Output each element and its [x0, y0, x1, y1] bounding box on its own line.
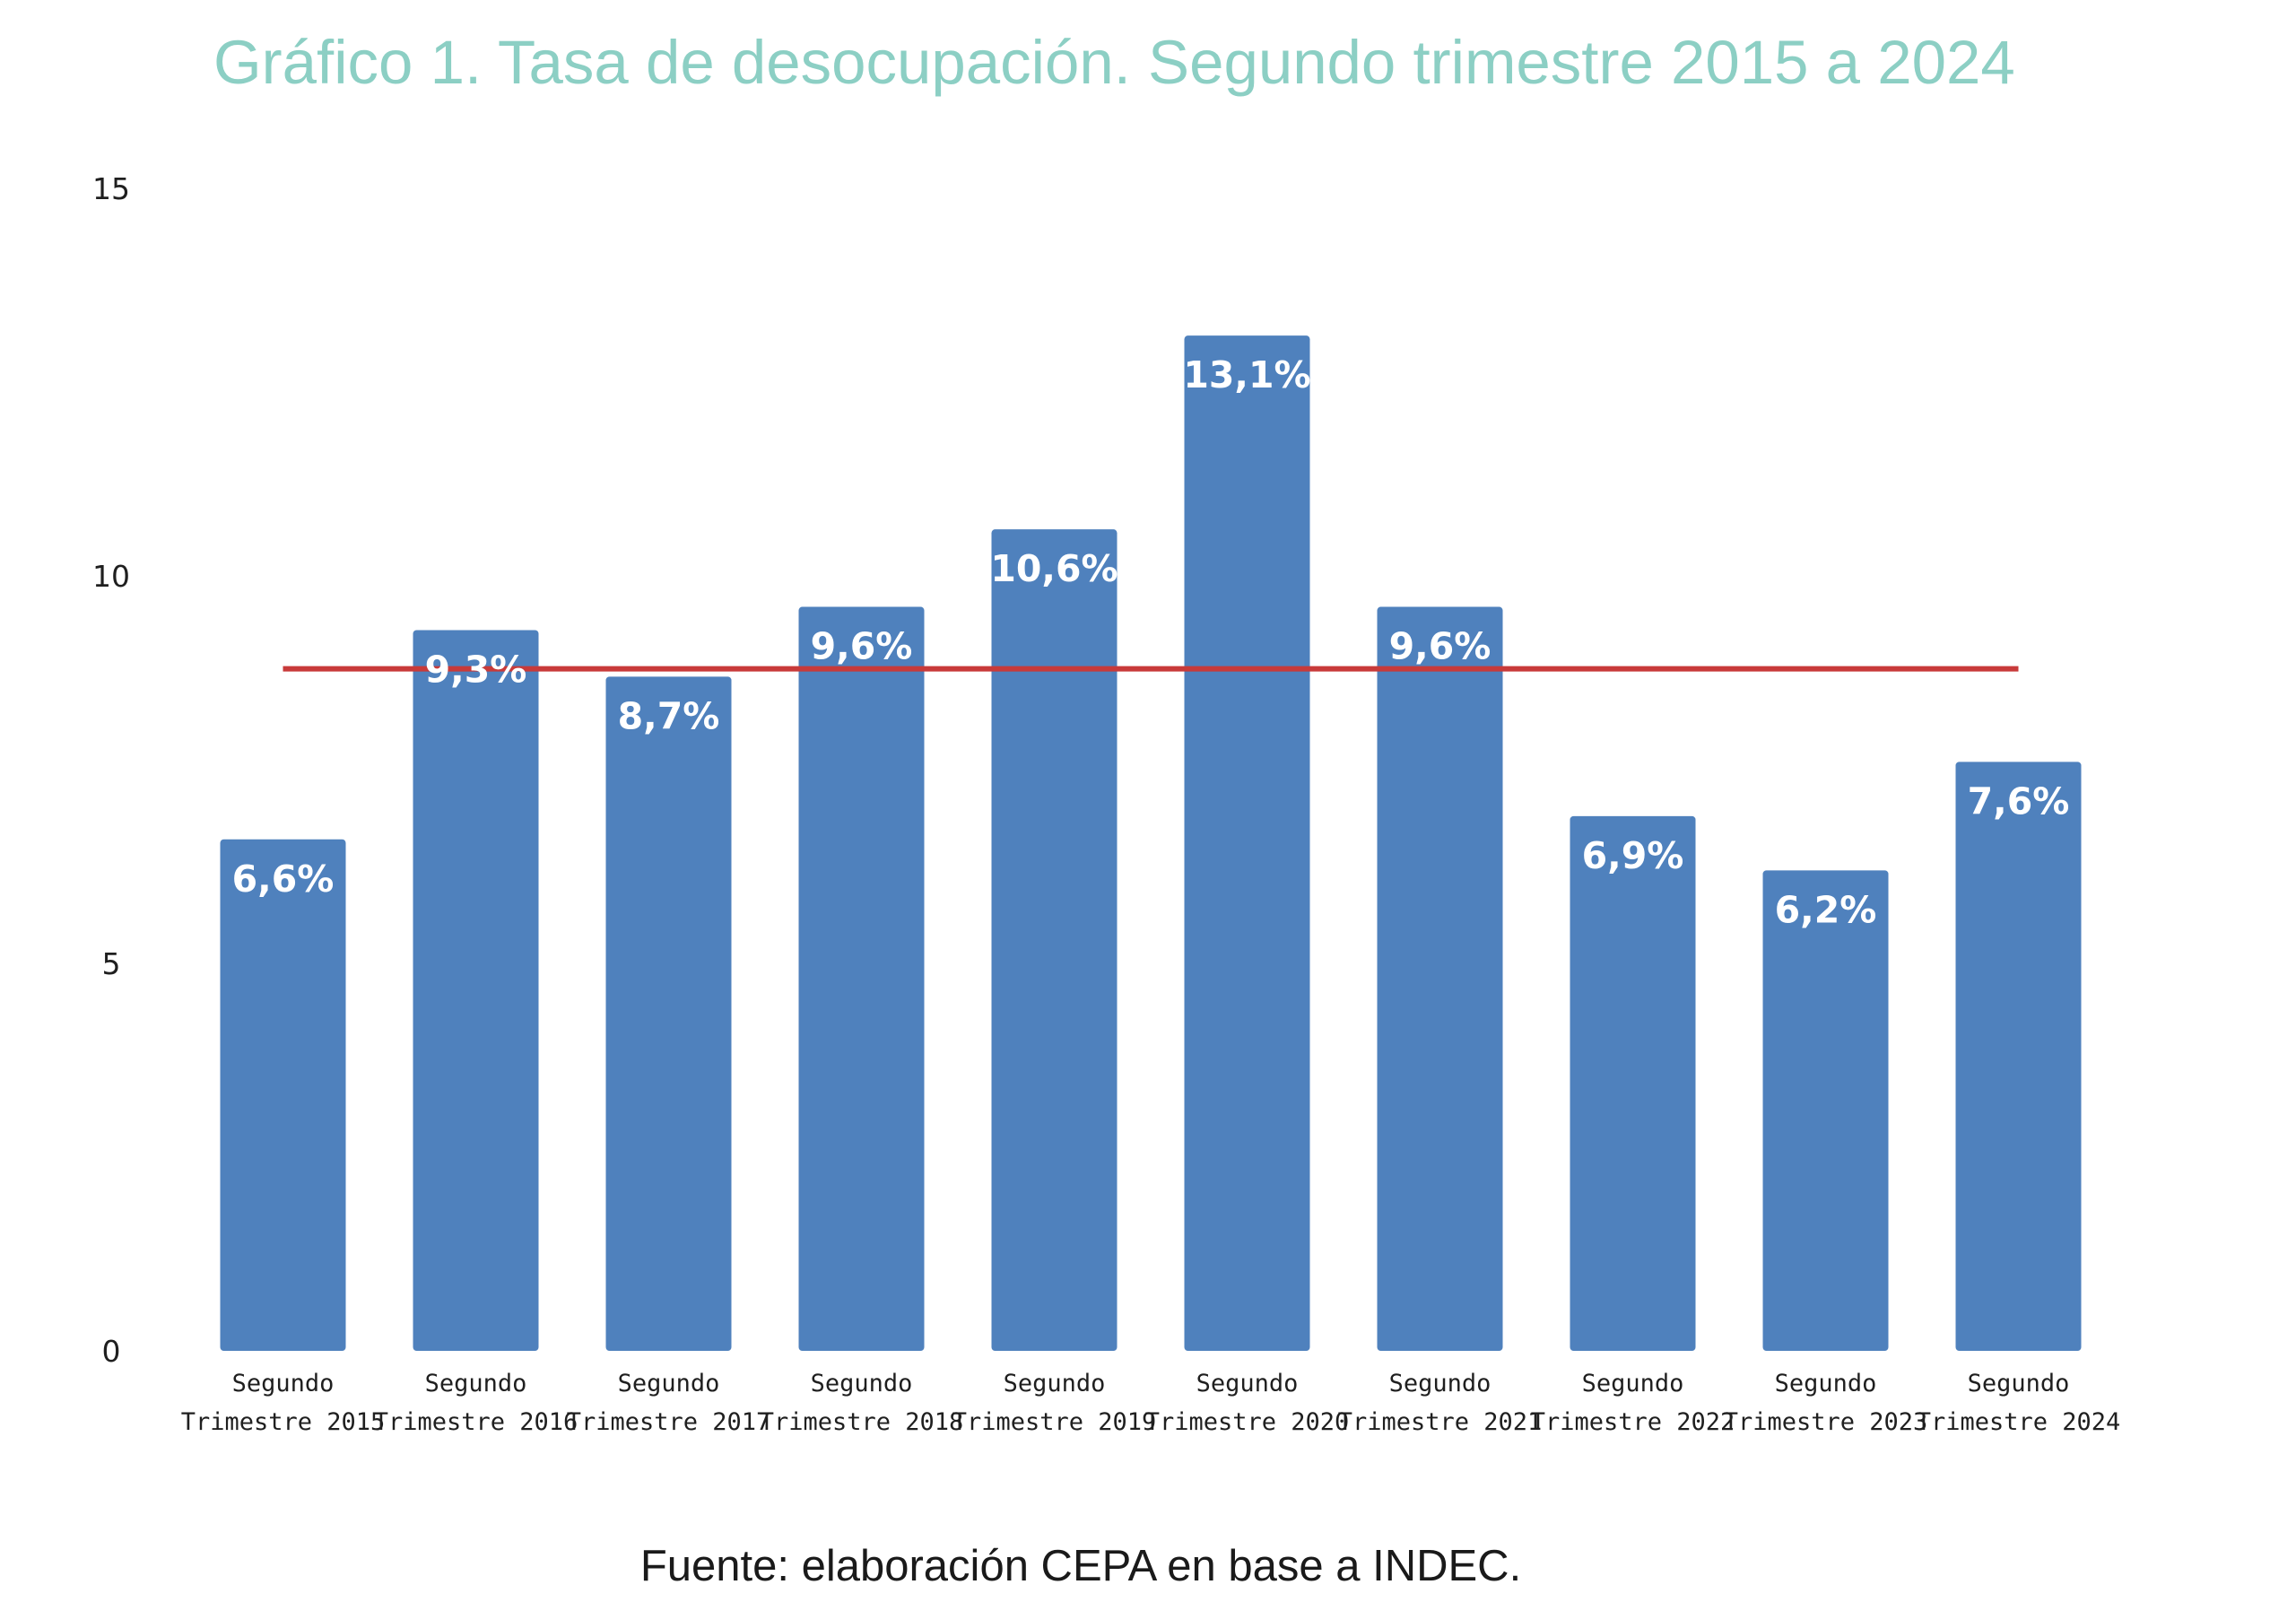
source-note: Fuente: elaboración CEPA en base a INDEC…: [639, 1542, 1522, 1590]
x-tick-label: Segundo: [811, 1370, 913, 1397]
y-tick-label: 0: [102, 1334, 121, 1369]
bar: [991, 529, 1118, 1351]
x-tick-label: Trimestre 2015: [181, 1408, 386, 1436]
chart-title: Gráfico 1. Tasa de desocupación. Segundo…: [213, 28, 2015, 97]
x-tick-label: Segundo: [618, 1370, 720, 1397]
x-tick-label: Segundo: [232, 1370, 335, 1397]
bar: [1570, 815, 1696, 1351]
y-tick-label: 15: [92, 171, 130, 206]
x-tick-label: Trimestre 2018: [760, 1408, 964, 1436]
bar-chart: 0 5 10 15 6,6% 9,3% 8,7% 9,6% 10,6% 13,1% 9,6% 6,9…: [92, 171, 2121, 1436]
x-tick-label: Segundo: [1775, 1370, 1877, 1397]
x-tick-label: Segundo: [1196, 1370, 1299, 1397]
bar-value-label: 9,6%: [811, 625, 913, 668]
bar-value-label: 9,6%: [1389, 625, 1492, 668]
y-tick-label: 5: [102, 946, 121, 981]
x-tick-label: Trimestre 2020: [1145, 1408, 1350, 1436]
x-tick-label: Trimestre 2019: [952, 1408, 1157, 1436]
x-tick-label: Segundo: [1389, 1370, 1492, 1397]
bar-value-label: 6,9%: [1582, 834, 1684, 877]
bar: [605, 676, 732, 1351]
x-tick-label: Trimestre 2016: [374, 1408, 578, 1436]
bar-value-label: 6,2%: [1775, 888, 1877, 931]
bar: [798, 606, 925, 1351]
bar-value-labels: 6,6% 9,3% 8,7% 9,6% 10,6% 13,1% 9,6% 6,9% 6,2% 7,…: [232, 353, 2070, 931]
x-tick-label: Segundo: [1968, 1370, 2070, 1397]
bar: [220, 839, 346, 1351]
bar-value-label: 10,6%: [990, 547, 1118, 590]
bar: [1955, 762, 2082, 1351]
bar: [1184, 335, 1310, 1351]
bars: [220, 335, 2082, 1351]
x-tick-label: Trimestre 2024: [1917, 1408, 2121, 1436]
bar-value-label: 9,3%: [425, 648, 527, 691]
bar: [413, 630, 539, 1351]
x-tick-label: Segundo: [1004, 1370, 1106, 1397]
x-tick-label: Segundo: [425, 1370, 527, 1397]
bar: [1377, 606, 1503, 1351]
bar-value-label: 13,1%: [1183, 353, 1310, 396]
bar-value-label: 8,7%: [618, 694, 720, 737]
x-tick-label: Trimestre 2021: [1338, 1408, 1543, 1436]
bar-value-label: 7,6%: [1968, 779, 2070, 823]
x-tick-label: Trimestre 2017: [567, 1408, 771, 1436]
bar-value-label: 6,6%: [232, 858, 335, 901]
x-axis: Segundo Trimestre 2015 Segundo Trimestre 20…: [181, 1370, 2121, 1436]
x-tick-label: Trimestre 2022: [1531, 1408, 1735, 1436]
y-axis: 0 5 10 15: [92, 171, 130, 1369]
bar: [1762, 870, 1889, 1351]
x-tick-label: Segundo: [1582, 1370, 1684, 1397]
x-tick-label: Trimestre 2023: [1724, 1408, 1928, 1436]
y-tick-label: 10: [92, 559, 130, 594]
